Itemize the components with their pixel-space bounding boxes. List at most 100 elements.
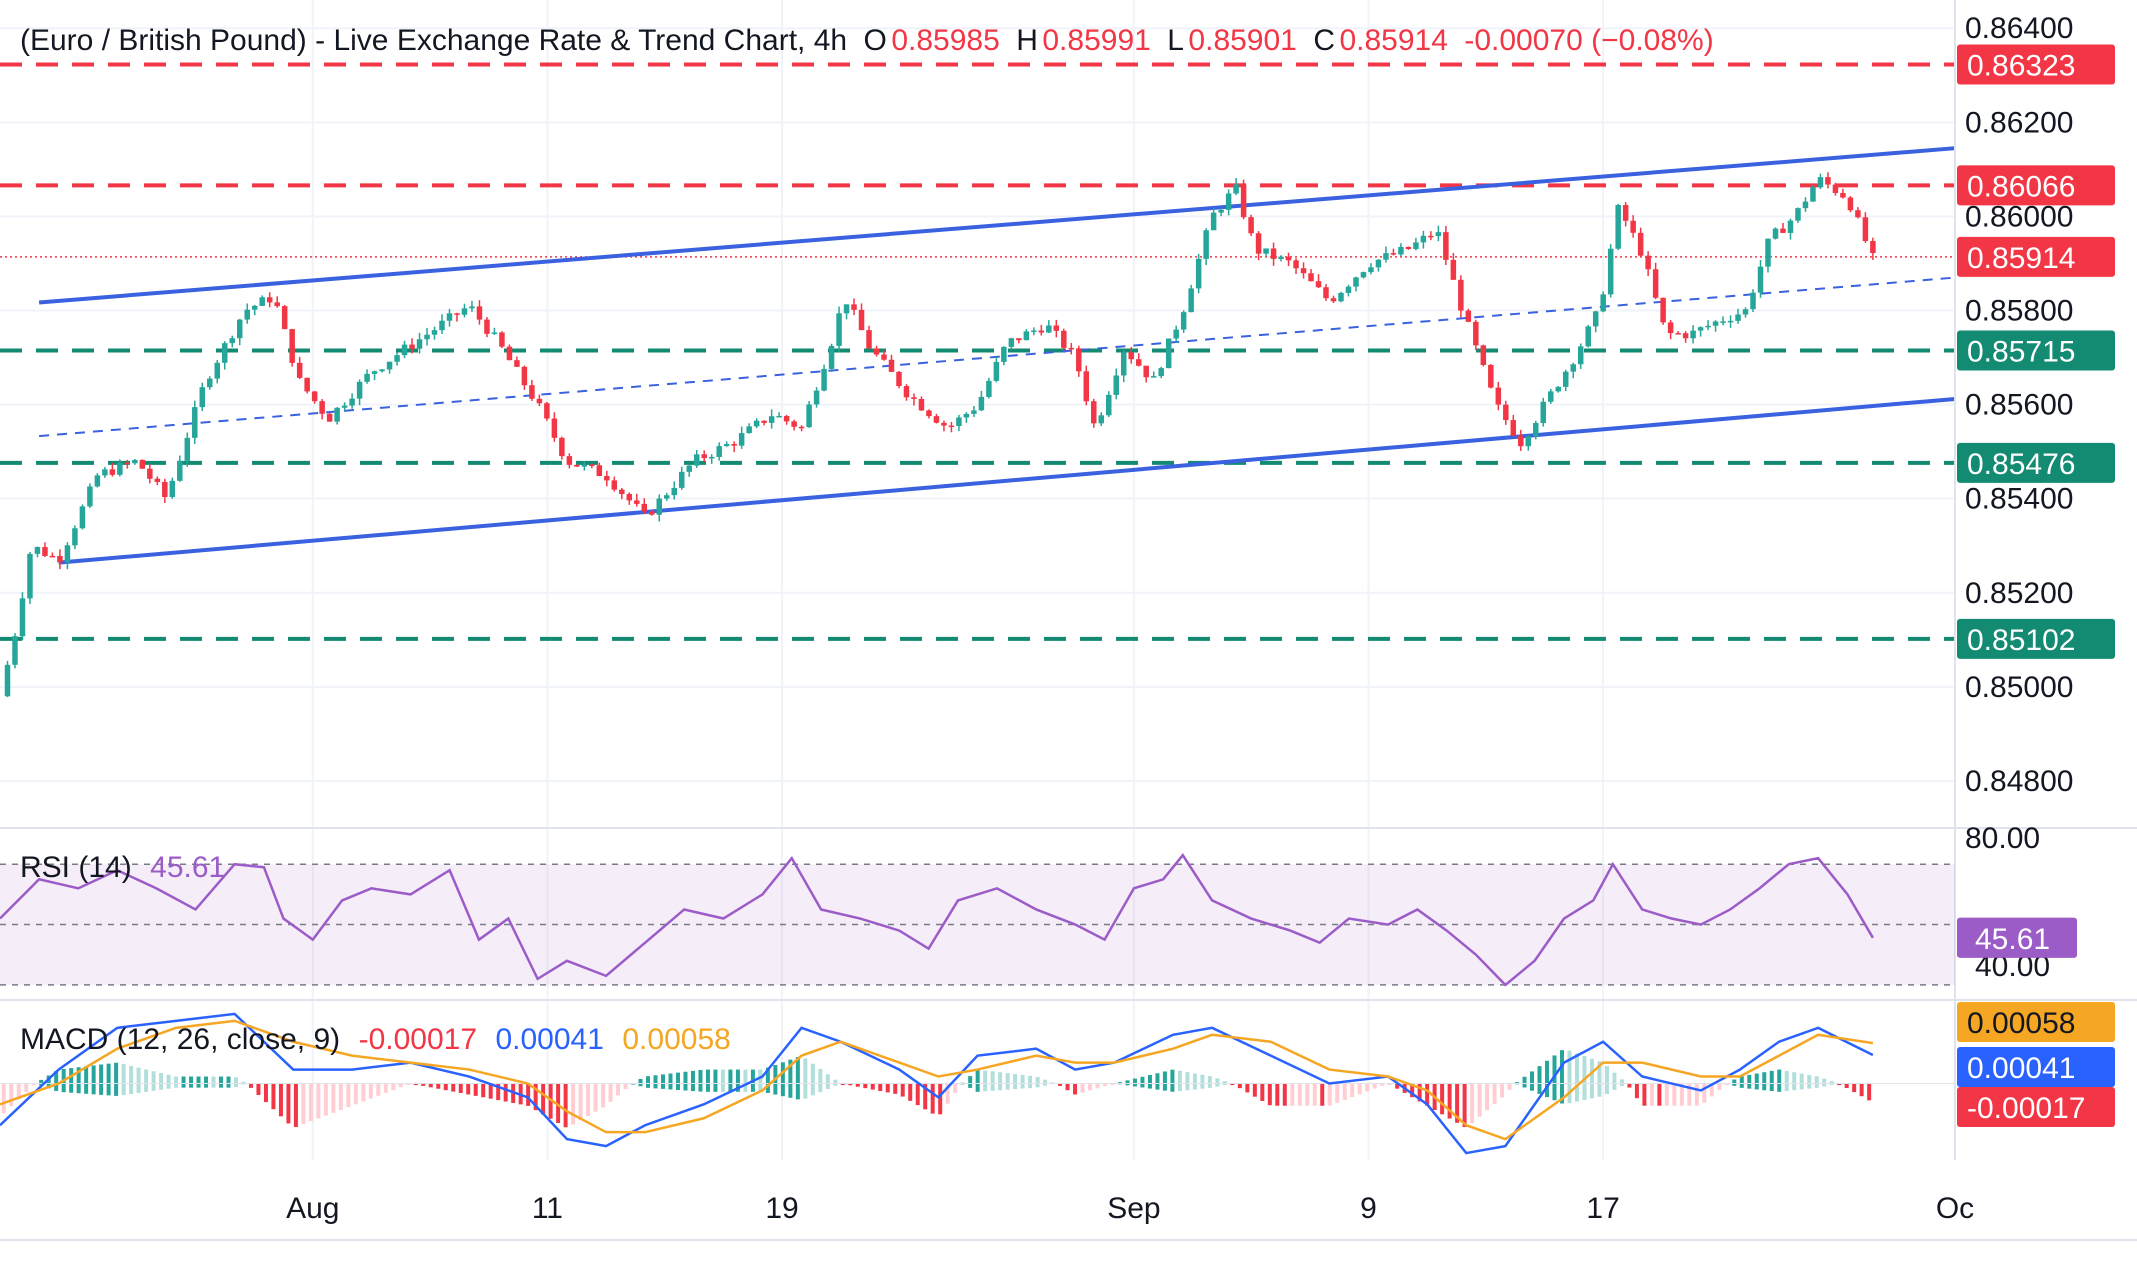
- macd-histogram-bar: [1792, 1072, 1797, 1091]
- candle-down: [274, 302, 280, 307]
- macd-histogram-bar: [1500, 1083, 1505, 1098]
- macd-histogram-bar: [616, 1083, 621, 1096]
- horizontal-levels: [0, 62, 1955, 641]
- candle-up: [671, 487, 677, 496]
- candle-down: [933, 416, 940, 423]
- macd-histogram-bar: [601, 1083, 606, 1108]
- candle-up: [177, 460, 183, 481]
- candle-up: [1615, 205, 1621, 249]
- price-badge-label: 0.85715: [1967, 335, 2075, 368]
- candle-up: [1585, 326, 1591, 347]
- macd-histogram-bar: [1717, 1083, 1722, 1090]
- macd-histogram-bar: [1043, 1079, 1048, 1086]
- macd-histogram-bar: [1642, 1083, 1647, 1106]
- candle-down: [881, 354, 887, 360]
- candle-down: [139, 459, 146, 469]
- candle-up: [184, 437, 191, 461]
- candle-up: [1540, 401, 1547, 423]
- time-axis: Aug 11 19 Sep 9 17 Oc: [286, 1192, 1974, 1225]
- candle-up: [491, 332, 498, 334]
- macd-histogram-bar: [466, 1083, 471, 1095]
- macd-histogram-bar: [301, 1083, 306, 1125]
- candle-up: [993, 361, 1000, 381]
- candle-down: [529, 385, 535, 399]
- svg-text:(Euro / British Pound) - Live: (Euro / British Pound) - Live Exchange R…: [20, 24, 1714, 57]
- macd-histogram-bar: [1207, 1076, 1212, 1088]
- macd-histogram-bar: [1252, 1083, 1257, 1097]
- candle-up: [708, 456, 715, 459]
- candle-up: [1375, 259, 1382, 268]
- macd-histogram-bar: [780, 1062, 785, 1097]
- macd-histogram-bar: [428, 1083, 433, 1088]
- candle-up: [87, 486, 93, 507]
- candlesticks: [4, 172, 1876, 698]
- macd-histogram-bar: [1649, 1083, 1654, 1106]
- candle-down: [1053, 325, 1060, 331]
- candle-up: [1106, 394, 1112, 416]
- macd-histogram-bar: [1342, 1083, 1347, 1100]
- macd-histogram-bar: [1604, 1066, 1609, 1094]
- macd-histogram-bar: [1567, 1050, 1572, 1104]
- candle-down: [1450, 259, 1457, 280]
- macd-histogram-bar: [1732, 1079, 1737, 1086]
- candle-up: [828, 345, 835, 369]
- macd-histogram-bar: [863, 1083, 868, 1089]
- candle-down: [1825, 177, 1831, 185]
- pane-separators: [0, 0, 2137, 1241]
- candle-down: [1660, 297, 1666, 323]
- macd-histogram-bar: [1177, 1070, 1182, 1092]
- candle-down: [1248, 217, 1254, 234]
- channel-lower-line: [58, 396, 1956, 565]
- macd-histogram-bar: [226, 1076, 231, 1088]
- candle-down: [596, 465, 603, 476]
- macd-histogram-bar: [39, 1079, 44, 1086]
- candle-down: [918, 398, 925, 411]
- candle-down: [1270, 248, 1277, 259]
- candle-down: [536, 398, 543, 404]
- price-axis: 0.86400 0.86200 0.86000 0.85800 0.85600 0.854…: [1965, 12, 2073, 855]
- macd-histogram-bar: [1020, 1074, 1025, 1089]
- macd-histogram-bar: [1125, 1080, 1130, 1086]
- macd-histogram-bar: [1709, 1083, 1714, 1097]
- macd-histogram-bar: [166, 1074, 171, 1089]
- candle-up: [1098, 415, 1105, 424]
- macd-histogram-bar: [361, 1083, 366, 1102]
- time-tick-label: 11: [532, 1192, 563, 1225]
- candle-down: [641, 503, 648, 512]
- candle-down: [1675, 333, 1681, 335]
- candle-up: [1150, 376, 1157, 378]
- macd-histogram-bar: [1664, 1083, 1669, 1106]
- candle-up: [1165, 338, 1172, 369]
- candle-up: [222, 343, 228, 363]
- candle-up: [836, 313, 842, 346]
- candle-up: [251, 305, 258, 310]
- candle-up: [94, 475, 101, 487]
- candle-up: [431, 330, 438, 335]
- candle-down: [926, 410, 932, 417]
- macd-histogram-bar: [713, 1069, 718, 1092]
- candle-down: [1637, 232, 1644, 256]
- macd-line: [0, 1012, 1874, 1155]
- macd-histogram-bar: [1492, 1083, 1497, 1104]
- time-tick-label: Sep: [1107, 1192, 1160, 1225]
- macd-histogram-bar: [765, 1067, 770, 1093]
- candle-down: [1780, 228, 1786, 233]
- candle-up: [79, 506, 86, 529]
- macd-histogram-bar: [795, 1056, 800, 1100]
- macd-signal-line: [0, 1019, 1874, 1141]
- macd-histogram-bar: [106, 1063, 111, 1096]
- macd-histogram-bar: [233, 1077, 238, 1088]
- macd-histogram-bar: [1350, 1083, 1355, 1098]
- macd-histogram-bar: [930, 1083, 935, 1114]
- candle-down: [484, 319, 490, 334]
- candle-down: [649, 511, 655, 515]
- candle-up: [371, 371, 378, 374]
- candle-down: [1091, 401, 1097, 424]
- candle-up: [1338, 292, 1344, 302]
- macd-histogram-bar: [376, 1083, 381, 1096]
- candle-up: [978, 396, 985, 411]
- candle-down: [154, 478, 161, 482]
- macd-histogram-bar: [278, 1083, 283, 1117]
- time-tick-label: 19: [765, 1192, 798, 1225]
- price-tick-label: 0.86200: [1965, 106, 2073, 139]
